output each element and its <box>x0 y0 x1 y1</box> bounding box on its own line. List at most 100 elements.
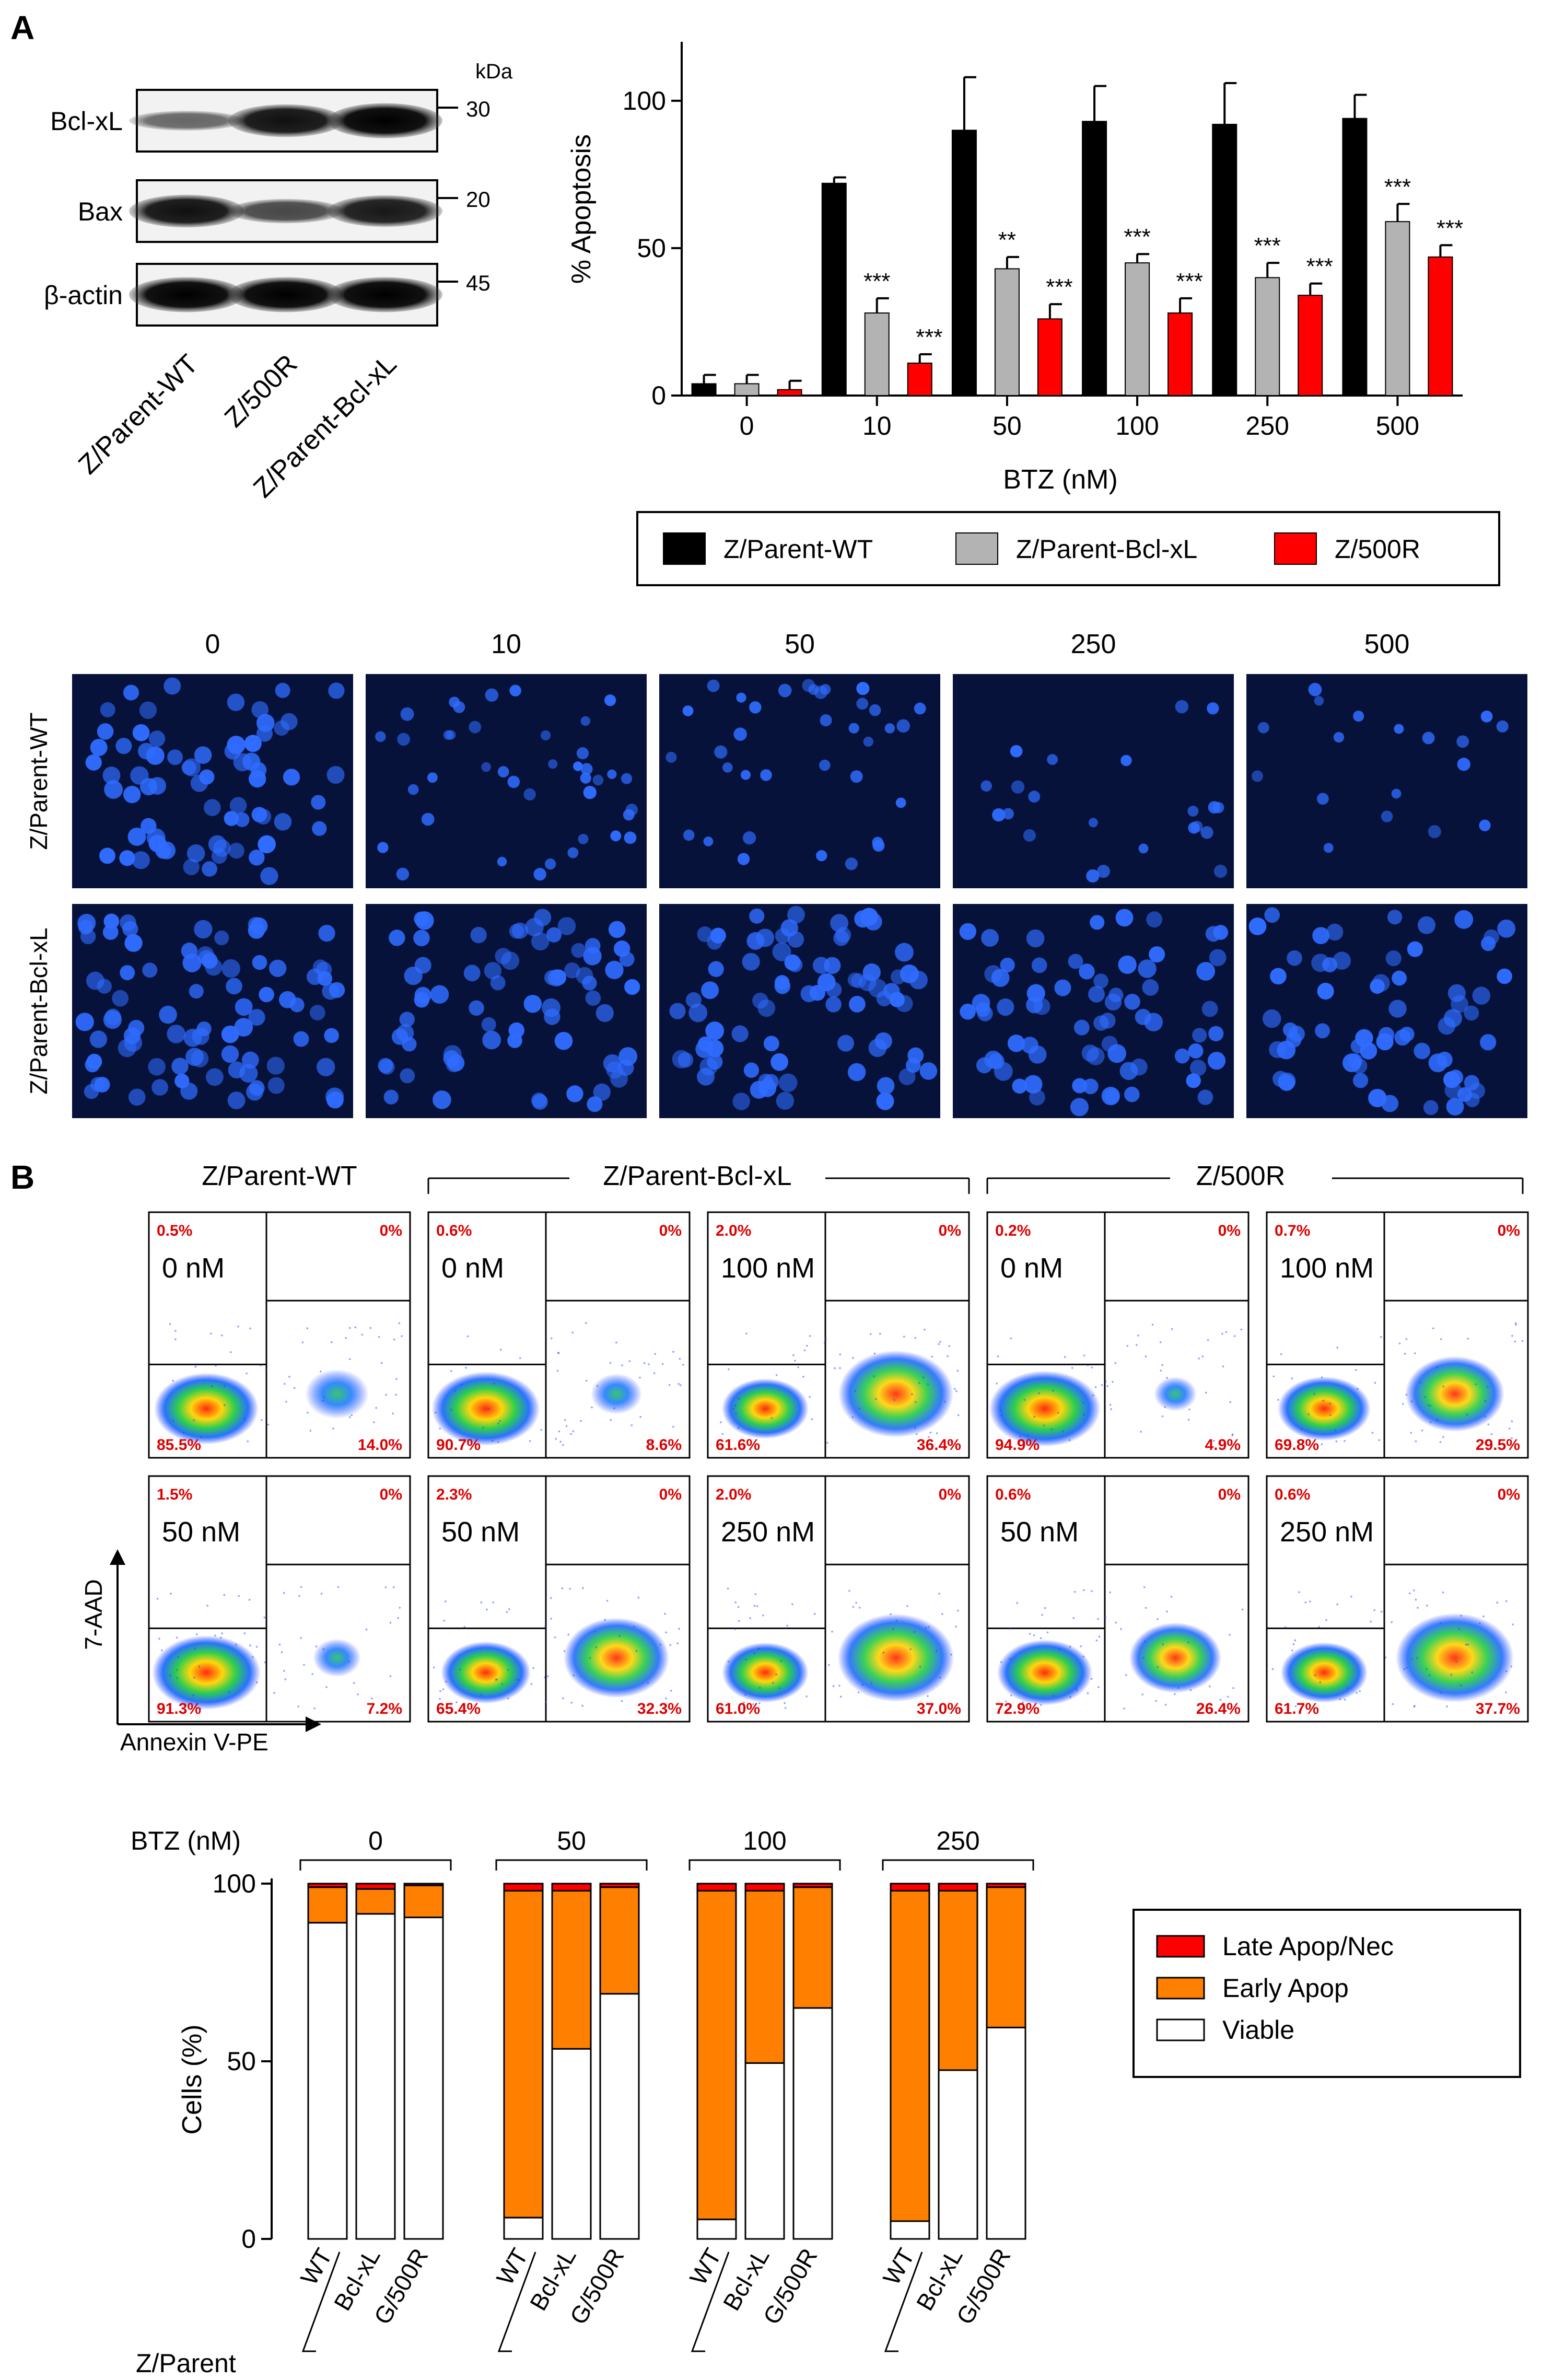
flow-dot <box>615 1341 617 1344</box>
microscopy-dose-4: 500 <box>1364 629 1410 659</box>
flow-dot <box>924 1328 926 1331</box>
nucleus <box>485 688 499 702</box>
flow-dot <box>320 1371 322 1373</box>
flow-dot <box>1440 1622 1442 1624</box>
microscopy-row-label-1: Z/Parent-Bcl-xL <box>25 927 52 1095</box>
flow-dot <box>332 1427 334 1430</box>
nucleus <box>603 1054 622 1073</box>
nucleus <box>326 765 345 784</box>
nucleus <box>233 753 252 772</box>
nucleus <box>224 811 239 826</box>
nucleus <box>837 1035 855 1052</box>
nucleus <box>1201 1001 1218 1017</box>
flow-dot <box>825 1338 827 1340</box>
flow-dot <box>508 1608 510 1610</box>
nucleus <box>446 1057 461 1073</box>
nucleus <box>100 702 115 717</box>
flow-dot <box>581 1587 584 1589</box>
flow-dot <box>1459 1684 1462 1687</box>
flow-dot <box>604 1619 606 1621</box>
flow-dot <box>1514 1322 1517 1325</box>
flow-dot <box>1082 1655 1084 1658</box>
flow-dot <box>1272 1375 1275 1378</box>
nucleus <box>825 996 842 1013</box>
flow-dot <box>1057 1412 1059 1414</box>
panel-label-b: B <box>10 1158 34 1196</box>
flow-dot <box>610 1419 612 1421</box>
flow-dot <box>507 1669 509 1671</box>
microscopy-image-1-0 <box>72 904 353 1118</box>
flow-dot <box>1436 1366 1438 1368</box>
nucleus <box>1392 970 1407 986</box>
flow-population-apoptotic <box>313 1639 361 1677</box>
flow-dot <box>621 1700 623 1702</box>
nucleus <box>267 1077 285 1094</box>
nucleus <box>1118 955 1137 974</box>
flow-dot <box>184 1442 186 1444</box>
flow-dose-label: 50 nM <box>162 1516 240 1548</box>
apoptosis-bar-0 <box>821 182 847 396</box>
nucleus <box>413 930 430 947</box>
flow-dot <box>1490 1433 1493 1435</box>
flow-dot <box>1415 1440 1417 1443</box>
flow-dot <box>594 1631 596 1633</box>
flow-dot <box>562 1697 564 1700</box>
flow-dot <box>1080 1645 1082 1647</box>
nucleus <box>1104 1089 1120 1104</box>
flow-dot <box>544 1676 546 1679</box>
flow-dot <box>392 1412 394 1414</box>
nucleus <box>1317 982 1334 1000</box>
flow-dot <box>353 1682 355 1684</box>
nucleus <box>576 747 589 760</box>
nucleus <box>509 924 524 939</box>
nucleus <box>484 962 502 980</box>
nucleus <box>249 850 265 866</box>
stack-bar-early <box>890 1890 930 2222</box>
flow-population-viable <box>1280 1642 1368 1703</box>
flow-dot <box>805 1344 808 1347</box>
flow-dot <box>672 1351 674 1353</box>
stack-bar-early <box>938 1890 978 2071</box>
flow-dot <box>1335 1440 1338 1443</box>
flow-dot <box>247 1440 249 1443</box>
flow-dot <box>298 1595 300 1597</box>
nucleus <box>1264 907 1280 923</box>
nucleus <box>164 677 181 695</box>
flow-dot <box>828 1664 830 1666</box>
nucleus <box>206 1068 224 1086</box>
flow-dot <box>953 1388 956 1390</box>
flow-dot <box>1346 1687 1348 1689</box>
flow-dot <box>890 1613 892 1616</box>
nucleus <box>540 730 551 740</box>
flow-dot <box>348 1416 351 1419</box>
flow-dot <box>561 1587 564 1589</box>
flow-dot <box>1029 1632 1031 1635</box>
flow-dot <box>156 1597 159 1600</box>
flow-dot <box>570 1701 573 1704</box>
flow-dot <box>1307 1413 1310 1415</box>
flow-dot <box>720 1421 722 1423</box>
flow-dot <box>1094 1386 1097 1388</box>
quadrant-lr: 37.0% <box>917 1700 961 1717</box>
stack-bar-viable <box>599 1993 640 2240</box>
nucleus <box>1033 998 1050 1015</box>
flow-dot <box>1510 1665 1512 1668</box>
stack-group-bracket <box>497 2251 536 2352</box>
flow-cytometry-grid: Annexin V-PE 7-AAD Z/Parent-WT Z/Parent-B… <box>80 1161 1529 1756</box>
flow-dot <box>936 1432 938 1434</box>
flow-dot <box>682 1363 684 1366</box>
nucleus <box>593 1083 611 1101</box>
flow-dot <box>365 1628 368 1631</box>
microscopy-image-1-3 <box>953 904 1234 1118</box>
nucleus <box>618 1047 638 1066</box>
nucleus <box>142 962 158 978</box>
flow-dot <box>395 1443 398 1445</box>
quadrant-ul: 2.0% <box>716 1222 751 1239</box>
flow-dot <box>1126 1345 1129 1347</box>
flow-dot <box>1207 1339 1209 1341</box>
nucleus <box>850 770 863 783</box>
nucleus <box>531 932 550 951</box>
nucleus <box>507 775 520 788</box>
apoptosis-bar-2 <box>777 389 802 397</box>
flow-dot <box>1309 1600 1311 1603</box>
